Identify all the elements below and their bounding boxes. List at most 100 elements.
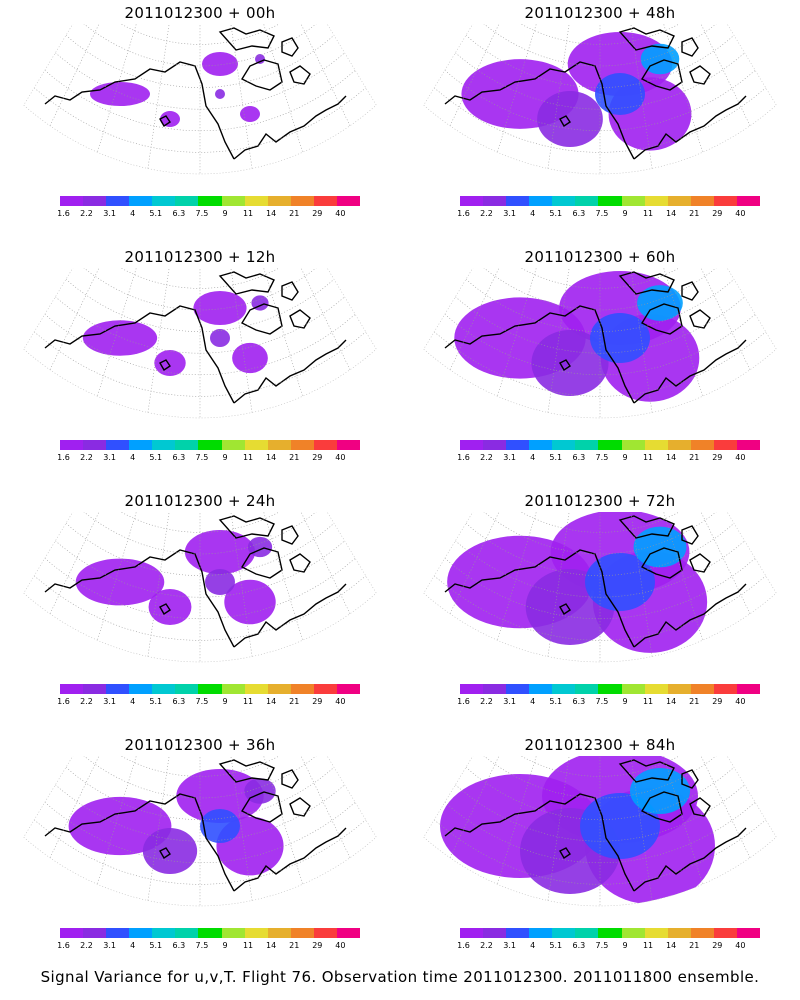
colorbar-tick-label: 1.6: [57, 697, 70, 706]
forecast-panel: 2011012300 + 00h 1.6 2.2 3.1 4 5.1 6.3 7.5 9 11 14…: [20, 0, 380, 230]
colorbar-swatch: [667, 928, 691, 938]
colorbar-tick-label: 5.1: [549, 453, 563, 462]
colorbar-swatch: [198, 928, 222, 938]
colorbar-swatch: [83, 684, 107, 694]
colorbar-swatch: [290, 440, 314, 450]
coastline: [641, 59, 683, 91]
colorbar-tick-label: 9: [222, 697, 228, 706]
colorbar-swatch: [552, 440, 576, 450]
colorbar-tick-label: 6.3: [172, 941, 186, 950]
colorbar-tick-label: 9: [622, 209, 628, 218]
longitude-gridline: [677, 512, 751, 614]
colorbar-tick-label: 14: [666, 209, 677, 218]
coastline: [681, 769, 699, 789]
colorbar-labels: 1.6 2.2 3.1 4 5.1 6.3 7.5 9 11 14 21 29 40: [457, 453, 760, 463]
colorbar-swatch: [129, 928, 153, 938]
forecast-panel: 2011012300 + 12h 1.6 2.2 3.1 4 5.1 6.3 7.5 9 11 14…: [20, 244, 380, 474]
coastline: [689, 65, 711, 85]
coastline: [218, 271, 275, 295]
colorbar-swatch: [460, 928, 484, 938]
colorbar-tick-label: 4: [130, 697, 136, 706]
latitude-gridline: [44, 70, 356, 132]
panel-title: 2011012300 + 24h: [124, 492, 276, 510]
colorbar-swatch: [129, 196, 153, 206]
colorbar-labels: 1.6 2.2 3.1 4 5.1 6.3 7.5 9 11 14 21 29 40: [57, 209, 360, 219]
colorbar-tick-label: 40: [735, 941, 746, 950]
coastline: [444, 549, 635, 648]
colorbar-tick-label: 7.5: [595, 941, 609, 950]
latitude-gridline: [455, 296, 745, 354]
polar-stereographic-map: [423, 512, 777, 663]
colorbar-swatch: [129, 440, 153, 450]
longitude-gridline: [653, 268, 703, 397]
latitude-gridline: [455, 52, 745, 110]
coastline: [289, 309, 311, 329]
coastline: [233, 95, 347, 160]
colorbar-swatch: [221, 440, 245, 450]
latitude-gridline: [55, 296, 345, 354]
latitude-gridline: [465, 523, 735, 576]
longitude-gridline: [226, 24, 253, 169]
variance-field-region: [595, 73, 645, 115]
colorbar-tick-label: 14: [266, 453, 277, 462]
colorbar-labels: 1.6 2.2 3.1 4 5.1 6.3 7.5 9 11 14 21 29 40: [57, 697, 360, 707]
colorbar-tick-label: 7.5: [595, 209, 609, 218]
colorbar-tick-label: 9: [222, 453, 228, 462]
colorbar-tick-label: 21: [289, 209, 300, 218]
colorbar-tick-label: 21: [289, 453, 300, 462]
colorbar: [60, 684, 361, 694]
colorbar-tick-label: 29: [712, 209, 723, 218]
coastline: [633, 95, 747, 160]
colorbar-tick-label: 11: [642, 941, 654, 950]
colorbar-tick-label: 6.3: [172, 697, 186, 706]
colorbar-swatch: [83, 440, 107, 450]
latitude-gridline: [476, 512, 724, 555]
colorbar-swatch: [644, 928, 668, 938]
colorbar-tick-label: 21: [689, 209, 700, 218]
colorbar-swatch: [313, 684, 337, 694]
colorbar-swatch: [175, 440, 199, 450]
colorbar: [460, 196, 761, 206]
longitude-gridline: [497, 268, 547, 397]
coastline: [44, 549, 235, 648]
colorbar-tick-label: 40: [735, 453, 746, 462]
colorbar-tick-label: 7.5: [195, 941, 209, 950]
coastline: [641, 547, 683, 579]
colorbar-tick-label: 11: [642, 697, 654, 706]
variance-field-region: [640, 43, 680, 75]
colorbar-tick-label: 9: [222, 209, 228, 218]
longitude-gridline: [449, 512, 523, 614]
longitude-gridline: [677, 268, 751, 370]
panel-title: 2011012300 + 72h: [524, 492, 676, 510]
latitude-gridline: [44, 314, 356, 376]
colorbar-swatch: [483, 196, 507, 206]
colorbar-swatch: [644, 684, 668, 694]
colorbar: [60, 196, 361, 206]
latitude-gridline: [76, 512, 324, 555]
colorbar-tick-label: 21: [689, 453, 700, 462]
colorbar-swatch: [621, 684, 645, 694]
longitude-gridline: [497, 24, 547, 153]
colorbar-labels: 1.6 2.2 3.1 4 5.1 6.3 7.5 9 11 14 21 29 40: [57, 453, 360, 463]
colorbar-tick-label: 11: [242, 209, 254, 218]
colorbar-swatch: [529, 440, 553, 450]
longitude-gridline: [653, 24, 703, 153]
latitude-gridline: [476, 24, 724, 67]
colorbar-tick-label: 29: [712, 697, 723, 706]
coastline: [289, 65, 311, 85]
coastline: [559, 603, 571, 615]
colorbar-tick-label: 29: [312, 453, 323, 462]
colorbar-swatch: [221, 684, 245, 694]
coastline: [44, 61, 235, 160]
colorbar-swatch: [621, 196, 645, 206]
colorbar-tick-label: 2.2: [80, 941, 93, 950]
longitude-gridline: [677, 756, 751, 858]
colorbar-swatch: [313, 440, 337, 450]
colorbar-swatch: [152, 440, 176, 450]
colorbar-tick-label: 11: [242, 697, 254, 706]
latitude-gridline: [65, 279, 335, 332]
colorbar-tick-label: 5.1: [149, 697, 163, 706]
colorbar-labels: 1.6 2.2 3.1 4 5.1 6.3 7.5 9 11 14 21 29 40: [457, 697, 760, 707]
colorbar: [60, 440, 361, 450]
colorbar-swatch: [152, 684, 176, 694]
